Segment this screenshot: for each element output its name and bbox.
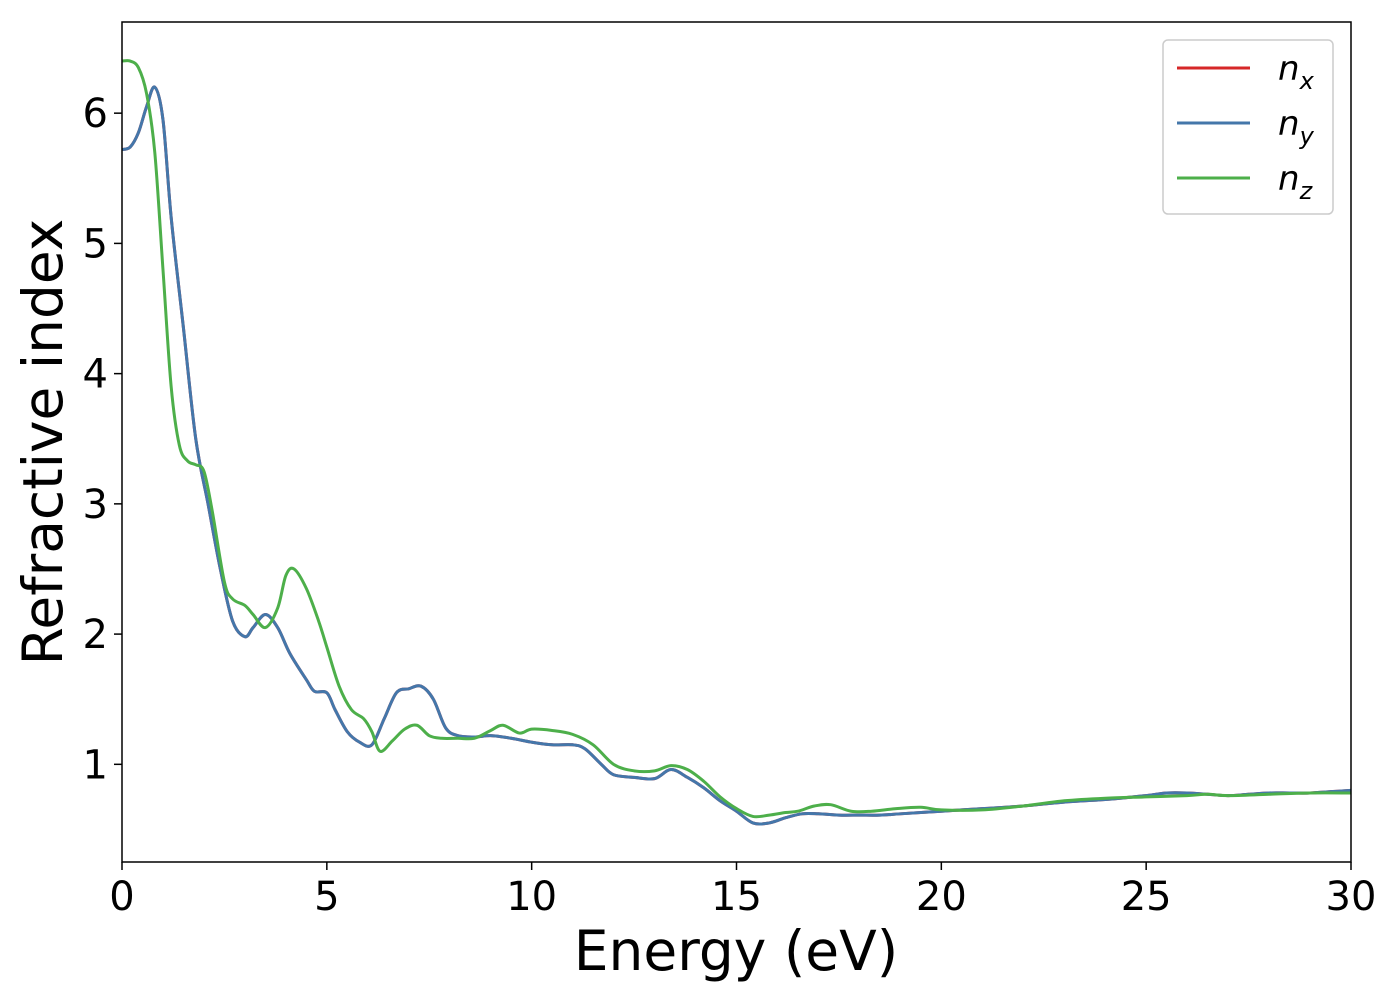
y-tick-label: 5 xyxy=(83,221,108,267)
x-tick-label: 30 xyxy=(1326,874,1377,920)
x-tick-label: 5 xyxy=(314,874,339,920)
x-tick-label: 25 xyxy=(1121,874,1172,920)
y-tick-label: 1 xyxy=(83,742,108,788)
series-line-n-z xyxy=(122,59,1351,819)
legend-box xyxy=(1162,39,1334,215)
y-tick-label: 2 xyxy=(83,612,108,658)
y-tick-label: 3 xyxy=(83,482,108,528)
y-axis-ticks: 1 2 3 4 5 6 xyxy=(83,91,122,788)
legend-label-x: nx xyxy=(1278,49,1315,95)
y-axis-label: Refractive index xyxy=(11,219,75,666)
series-layer xyxy=(122,59,1351,826)
x-tick-label: 15 xyxy=(711,874,762,920)
x-tick-label: 10 xyxy=(506,874,557,920)
legend-label-y: ny xyxy=(1278,104,1315,150)
legend: nx ny nz xyxy=(1162,39,1334,215)
y-tick-label: 4 xyxy=(83,352,108,398)
x-tick-label: 20 xyxy=(916,874,967,920)
legend-label-z: nz xyxy=(1278,159,1314,205)
y-tick-label: 6 xyxy=(83,91,108,137)
x-axis-ticks: 0 5 10 15 20 25 30 xyxy=(109,862,1376,920)
x-axis-label: Energy (eV) xyxy=(574,919,898,983)
x-tick-label: 0 xyxy=(109,874,134,920)
